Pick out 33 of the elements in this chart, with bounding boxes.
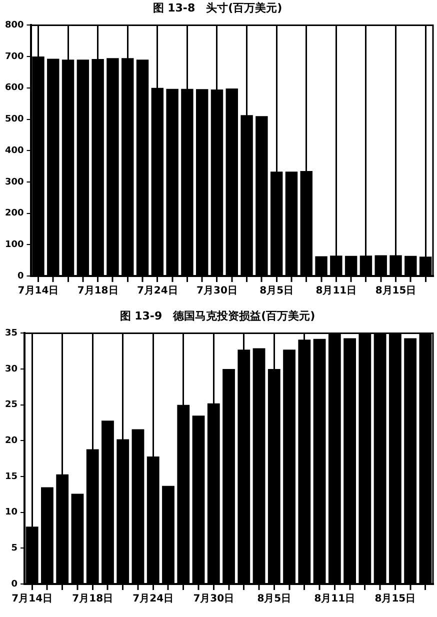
y-tick-label: 25 — [4, 400, 18, 410]
x-tick-label: 7月18日 — [72, 594, 114, 605]
x-tick-label: 7月30日 — [196, 286, 238, 297]
y-tick-label: 5 — [11, 544, 18, 554]
y-tick-label: 300 — [4, 177, 24, 188]
x-tick-label: 7月14日 — [12, 594, 53, 605]
x-tick-label: 8月15日 — [375, 286, 416, 297]
x-tick-label: 7月24日 — [132, 594, 174, 605]
chart-title: 图 13-8 头寸(百万美元) — [152, 1, 282, 14]
x-tick-label: 8月11日 — [314, 594, 356, 605]
x-tick-label: 8月15日 — [374, 594, 416, 605]
y-tick-label: 20 — [4, 436, 18, 446]
x-tick-label: 8月11日 — [316, 286, 357, 297]
x-tick-label: 7月18日 — [77, 286, 118, 297]
y-tick-label: 0 — [18, 271, 24, 282]
x-tick-label: 8月5日 — [260, 286, 294, 297]
y-tick-label: 30 — [4, 364, 18, 374]
x-tick-label: 8月5日 — [257, 594, 292, 605]
y-tick-label: 15 — [4, 472, 18, 482]
y-tick-label: 100 — [4, 240, 24, 250]
x-tick-label: 7月14日 — [18, 286, 59, 297]
x-tick-label: 7月30日 — [193, 594, 234, 605]
y-tick-label: 35 — [4, 328, 18, 339]
chart-title: 图 13-9 德国马克投资损益(百万美元) — [120, 309, 316, 322]
y-tick-label: 500 — [4, 114, 24, 125]
x-tick-label: 7月24日 — [136, 286, 178, 297]
y-tick-label: 0 — [11, 579, 18, 590]
y-tick-label: 600 — [4, 83, 24, 94]
y-tick-label: 10 — [4, 508, 18, 518]
y-tick-label: 400 — [4, 146, 24, 156]
y-tick-label: 700 — [4, 52, 24, 62]
y-tick-label: 800 — [4, 20, 24, 31]
y-tick-label: 200 — [4, 208, 24, 219]
